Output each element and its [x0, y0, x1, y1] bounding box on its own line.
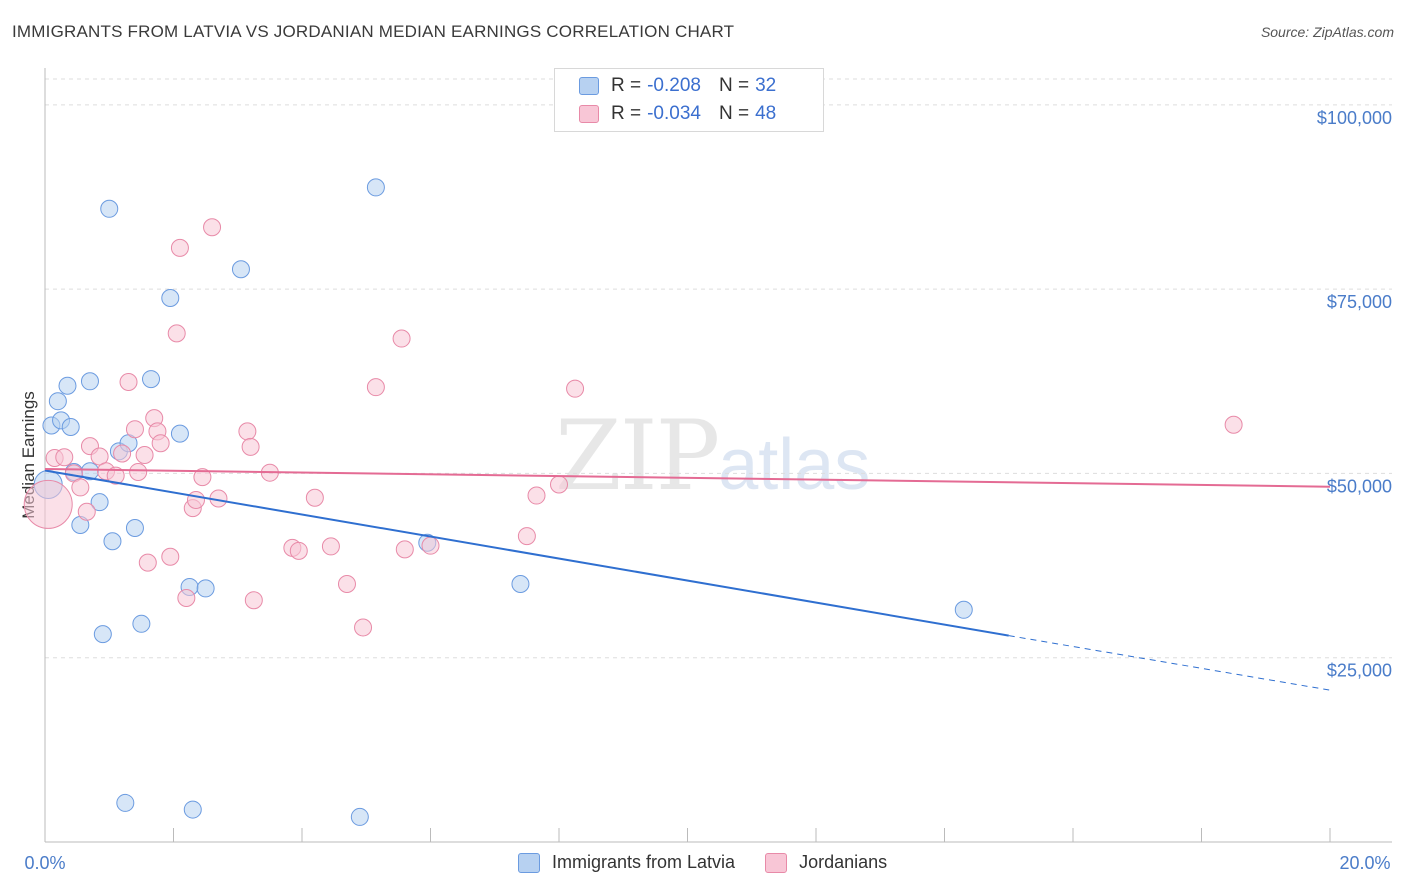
point-latvia: [511, 575, 530, 593]
legend-row-jordanians: R = -0.034 N = 48: [555, 101, 776, 127]
x-tick-label: 0.0%: [24, 853, 65, 873]
y-tick-label: $75,000: [1327, 292, 1392, 312]
series-legend-swatch-jordanians: [765, 852, 788, 873]
point-jordanians: [337, 575, 356, 593]
point-latvia: [954, 600, 973, 619]
point-jordanians: [203, 218, 222, 237]
point-jordanians: [321, 537, 340, 556]
point-jordanians: [566, 379, 585, 398]
trendline-latvia-extension: [1008, 635, 1331, 691]
point-jordanians: [177, 589, 196, 608]
point-jordanians: [305, 488, 324, 507]
trendline-latvia: [44, 469, 1009, 637]
point-jordanians: [392, 329, 411, 348]
point-latvia: [350, 807, 369, 826]
point-jordanians: [1224, 415, 1243, 434]
point-latvia: [366, 178, 385, 197]
point-latvia: [161, 288, 180, 307]
point-latvia: [100, 199, 119, 218]
point-jordanians: [170, 238, 189, 257]
trendline-jordanians: [44, 468, 1331, 488]
legend-swatch-jordanians: [579, 105, 599, 123]
legend-n-label: N =: [718, 75, 750, 96]
point-jordanians: [77, 502, 96, 521]
point-jordanians: [354, 618, 373, 637]
point-jordanians: [125, 420, 144, 439]
point-jordanians: [129, 462, 148, 481]
point-jordanians: [193, 468, 212, 487]
y-tick-label: $100,000: [1317, 108, 1392, 128]
point-jordanians: [151, 434, 170, 453]
legend-r-value: -0.034: [647, 103, 701, 124]
point-latvia: [80, 372, 99, 391]
point-jordanians: [366, 378, 385, 397]
point-jordanians: [527, 486, 546, 505]
watermark: ZIPatlas: [555, 400, 870, 512]
point-latvia: [58, 376, 77, 395]
point-jordanians: [186, 490, 205, 509]
point-jordanians: [119, 373, 138, 392]
point-latvia: [48, 392, 67, 411]
stats-legend: R = -0.208 N = 32 R = -0.034 N = 48: [554, 68, 824, 132]
point-jordanians: [161, 547, 180, 566]
legend-row-latvia: R = -0.208 N = 32: [555, 73, 776, 99]
legend-n-value: 32: [755, 75, 777, 96]
point-jordanians: [138, 553, 157, 572]
point-jordanians: [167, 324, 186, 343]
series-legend-label-latvia: Immigrants from Latvia: [552, 852, 736, 872]
point-jordanians: [395, 540, 414, 559]
point-latvia: [183, 800, 202, 819]
point-latvia: [93, 625, 112, 644]
legend-swatch-latvia: [579, 77, 599, 95]
series-legend-item-latvia: Immigrants from Latvia: [518, 852, 735, 873]
point-latvia: [142, 370, 161, 389]
y-tick-label: $25,000: [1327, 661, 1392, 681]
point-latvia: [170, 424, 189, 443]
point-jordanians: [241, 437, 260, 456]
point-latvia: [125, 518, 144, 537]
point-latvia: [231, 260, 250, 279]
point-jordanians: [550, 475, 568, 494]
x-tick-label: 20.0%: [1339, 853, 1390, 873]
watermark-zip: ZIP: [555, 400, 720, 512]
point-jordanians: [113, 444, 132, 463]
point-jordanians: [517, 527, 536, 546]
legend-r-label: R =: [611, 103, 642, 124]
chart-title: IMMIGRANTS FROM LATVIA VS JORDANIAN MEDI…: [12, 22, 735, 41]
series-legend-swatch-latvia: [518, 852, 540, 873]
point-jordanians: [238, 422, 257, 441]
point-latvia: [103, 532, 122, 551]
legend-r-value: -0.208: [647, 75, 701, 96]
y-tick-label: $50,000: [1327, 476, 1392, 496]
point-latvia: [90, 493, 109, 512]
point-jordanians: [23, 479, 73, 529]
series-legend-label-jordanians: Jordanians: [799, 852, 888, 872]
point-latvia: [196, 579, 215, 598]
watermark-atlas: atlas: [718, 425, 871, 505]
point-latvia: [116, 793, 135, 812]
legend-n-label: N =: [718, 103, 750, 124]
point-jordanians: [55, 448, 74, 467]
point-jordanians: [71, 478, 90, 497]
source-label: Source: ZipAtlas.com: [1260, 24, 1394, 40]
point-jordanians: [421, 536, 440, 555]
series-legend-item-jordanians: Jordanians: [765, 852, 887, 873]
legend-r-label: R =: [611, 75, 642, 96]
series-legend: Immigrants from Latvia Jordanians: [518, 852, 917, 873]
point-latvia: [61, 417, 80, 436]
legend-n-value: 48: [755, 103, 777, 124]
point-jordanians: [289, 541, 308, 560]
point-jordanians: [106, 466, 125, 485]
point-jordanians: [135, 446, 154, 464]
point-latvia: [132, 614, 151, 633]
point-jordanians: [244, 591, 263, 610]
